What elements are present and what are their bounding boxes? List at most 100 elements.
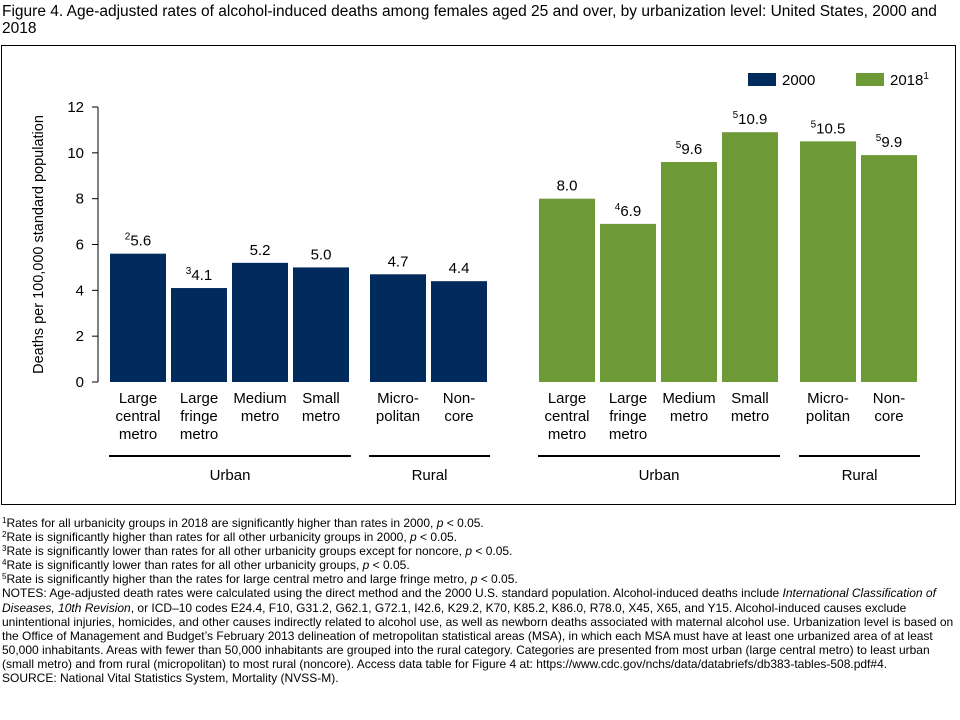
chart-frame: 0 2 4 6 8 10 12 Deaths per 100,000 standard pop… [1,45,956,505]
category-label: Large [548,390,586,407]
data-label-footnote-mark: 5 [811,119,817,130]
footnote-mark: 4 [2,558,7,568]
legend-text: 2000 [782,72,815,89]
bar-2000-0 [110,253,166,382]
footnote-text: < 0.05. [369,558,410,573]
category-label: core [874,408,903,425]
notes-text: NOTES: Age-adjusted death rates were cal… [2,586,783,601]
data-label-2018-0: 8.0 [557,178,578,195]
data-label-value: 10.9 [738,111,767,128]
group-label: Rural [412,467,448,484]
data-label-2018-2: 59.6 [676,140,702,158]
data-label-2018-1: 46.9 [615,202,641,220]
legend-swatch-2018 [856,73,884,86]
bar-2018-4 [800,141,856,382]
category-label: metro [241,408,279,425]
data-label-2018-3: 510.9 [733,110,768,128]
category-label: central [544,408,589,425]
footnote-p-symbol: p [436,516,444,530]
data-label-2018-4: 510.5 [811,119,846,137]
figure-title: Figure 4. Age-adjusted rates of alcohol-… [2,3,937,37]
data-label-value: 5.6 [130,233,151,250]
footnote-text: Rate is significantly higher than the ra… [6,572,471,587]
notes-italic-text: International Classification of Diseases… [2,586,936,615]
footnote: 5Rate is significantly higher than the r… [2,572,954,586]
y-tick-label: 0 [76,374,84,391]
bar-2000-1 [171,288,227,382]
data-label-footnote-mark: 5 [876,133,882,144]
bar-2000-4 [370,274,426,382]
legend-text: 2018 [890,72,923,89]
footnote: 4Rate is significantly lower than rates … [2,558,954,572]
category-label: central [115,408,160,425]
bar-2000-5 [431,281,487,382]
data-label-2000-2: 5.2 [250,242,271,259]
category-label: Large [180,390,218,407]
footnote-text: < 0.05. [443,516,484,530]
bar-2018-3 [722,132,778,382]
group-label: Urban [210,467,251,484]
footnote-text: Rate is significantly lower than rates f… [6,544,466,559]
legend-swatch-2000 [748,73,776,86]
category-label: Medium [233,390,286,407]
footnote-text: Rates for all urbanicity groups in 2018 … [6,516,437,530]
category-label: Micro- [377,390,419,407]
category-label: metro [180,426,218,443]
data-label-footnote-mark: 3 [186,266,192,277]
footnote-p-symbol: p [470,572,478,587]
category-label: metro [119,426,157,443]
category-label: fringe [180,408,218,425]
footnote-mark: 1 [2,516,7,525]
data-label-value: 9.9 [881,134,902,151]
category-label: fringe [609,408,647,425]
legend-label-2018: 20181 [890,71,929,89]
category-label: politan [376,408,420,425]
footnote-text: Rate is significantly lower than rates f… [6,558,363,573]
bar-2018-1 [600,223,656,382]
footnote-mark: 2 [2,530,7,540]
group-label: Rural [842,467,878,484]
category-label: metro [670,408,708,425]
legend-footnote-mark: 1 [923,71,929,82]
category-label: Medium [662,390,715,407]
bar-2000-3 [293,267,349,382]
data-label-footnote-mark: 4 [615,202,621,213]
footnote-text: < 0.05. [416,530,458,545]
footnote: 2Rate is significantly higher than rates… [2,530,954,544]
y-tick-label: 6 [76,237,84,254]
data-label-2000-3: 5.0 [311,246,332,263]
bar-2018-5 [861,155,917,382]
data-label-footnote-mark: 5 [733,110,739,121]
group-label: Urban [639,467,680,484]
category-label: Large [609,390,647,407]
category-label: Large [119,390,157,407]
notes-text: , or ICD–10 codes E24.4, F10, G31.2, G62… [2,600,954,671]
bar-2018-2 [661,162,717,382]
data-label-value: 4.1 [191,267,212,284]
footnote: 3Rate is significantly lower than rates … [2,544,954,558]
bar-2000-2 [232,262,288,382]
footnotes-section: 1Rates for all urbanicity groups in 2018… [2,516,954,685]
data-label-2000-5: 4.4 [449,260,470,277]
category-label: metro [731,408,769,425]
category-label: core [444,408,473,425]
bar-2018-0 [539,198,595,382]
category-label: Non- [873,390,906,407]
data-label-value: 6.9 [620,203,641,220]
footnote-p-symbol: p [410,530,417,545]
y-tick-label: 10 [67,145,84,162]
category-label: Small [302,390,340,407]
footnote: 1Rates for all urbanicity groups in 2018… [2,516,954,530]
y-tick-label: 12 [67,99,84,116]
footnote-mark: 5 [2,572,7,582]
category-label: metro [302,408,340,425]
y-axis-title: Deaths per 100,000 standard population [31,115,47,374]
notes-paragraph: NOTES: Age-adjusted death rates were cal… [2,586,954,671]
y-tick-label: 2 [76,328,84,345]
footnote-text: Rate is significantly higher than rates … [6,530,411,545]
category-label: metro [548,426,586,443]
category-label: Micro- [807,390,849,407]
data-label-footnote-mark: 2 [125,232,131,243]
category-label: metro [609,426,647,443]
